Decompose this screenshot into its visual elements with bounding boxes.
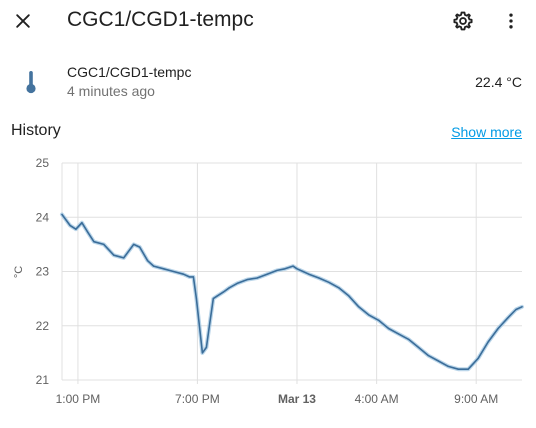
data-point	[477, 357, 479, 359]
x-tick-label: 7:00 PM	[175, 392, 220, 406]
y-tick-label: 24	[36, 210, 50, 224]
data-point	[103, 243, 105, 245]
data-point	[378, 319, 380, 321]
data-point	[163, 268, 165, 270]
data-point	[153, 265, 155, 267]
data-point	[188, 276, 190, 278]
data-point	[208, 325, 210, 327]
y-tick-label: 23	[36, 265, 50, 279]
dialog-title: CGC1/CGD1-tempc	[67, 8, 254, 31]
data-point	[417, 346, 420, 348]
history-title: History	[11, 122, 61, 139]
data-point	[236, 282, 238, 284]
data-point	[69, 224, 71, 226]
chart-series	[60, 212, 524, 372]
series-line	[61, 213, 523, 370]
data-point	[87, 231, 89, 233]
data-point	[198, 325, 200, 327]
data-point	[75, 228, 77, 230]
data-point	[328, 281, 330, 283]
data-point	[192, 276, 194, 278]
data-point	[487, 341, 489, 343]
data-point	[348, 295, 350, 297]
y-tick-label: 25	[36, 156, 50, 170]
history-chart[interactable]: 21 22 23 24 25 1:00 PM 7:00 PM Mar 13 4:00 AM 9:…	[0, 150, 536, 412]
y-tick-label: 22	[36, 319, 50, 333]
data-point	[388, 327, 390, 330]
data-point	[467, 368, 469, 370]
data-point	[123, 257, 125, 259]
data-point	[133, 243, 135, 245]
data-point	[195, 298, 197, 300]
data-point	[222, 291, 224, 293]
x-tick-label: 4:00 AM	[355, 392, 399, 406]
dialog-header: CGC1/CGD1-tempc	[0, 0, 536, 44]
entity-row: CGC1/CGD1-tempc 4 minutes ago 22.4 °C	[0, 56, 536, 106]
data-point	[93, 241, 95, 243]
gear-icon	[453, 11, 473, 31]
data-point	[266, 273, 268, 275]
data-point	[296, 268, 298, 270]
y-tick-label: 21	[36, 373, 50, 387]
data-point	[256, 277, 258, 279]
data-point	[397, 333, 400, 335]
entity-name: CGC1/CGD1-tempc	[67, 64, 192, 80]
data-point	[172, 270, 175, 273]
data-point	[308, 273, 310, 275]
data-point	[81, 222, 83, 224]
data-point	[228, 287, 230, 289]
data-point	[437, 360, 439, 362]
data-point	[368, 314, 370, 316]
data-point	[427, 355, 429, 357]
more-options-button[interactable]	[496, 6, 526, 36]
x-tick-label: 9:00 AM	[454, 392, 498, 406]
x-axis-ticks: 1:00 PM 7:00 PM Mar 13 4:00 AM 9:00 AM	[56, 392, 499, 406]
y-axis-label: °C	[13, 266, 25, 278]
data-point	[205, 346, 207, 348]
data-point	[521, 306, 523, 308]
x-tick-label: Mar 13	[278, 392, 316, 406]
close-button[interactable]	[8, 6, 38, 36]
close-icon	[16, 14, 30, 28]
data-point	[457, 368, 459, 370]
data-point	[212, 298, 214, 300]
data-point	[139, 246, 141, 248]
data-point	[302, 270, 304, 273]
data-point	[318, 277, 320, 279]
entity-last-changed: 4 minutes ago	[67, 83, 155, 99]
data-point	[407, 338, 410, 340]
data-point	[284, 268, 286, 270]
data-point	[147, 260, 149, 262]
data-point	[61, 213, 63, 216]
data-point	[216, 295, 218, 297]
series-band	[60, 212, 524, 372]
data-point	[201, 352, 203, 354]
more-vertical-icon	[509, 13, 513, 29]
chart-grid	[61, 162, 522, 384]
data-point	[246, 279, 248, 281]
thermometer-icon	[26, 71, 36, 94]
data-point	[338, 287, 340, 289]
data-point	[515, 308, 517, 311]
data-point	[358, 306, 360, 308]
data-point	[507, 317, 509, 319]
data-point	[182, 273, 185, 275]
show-more-link[interactable]: Show more	[451, 124, 522, 140]
y-axis-ticks: 21 22 23 24 25	[36, 156, 50, 387]
data-point	[447, 365, 449, 367]
data-point	[113, 254, 115, 256]
data-point	[292, 265, 294, 267]
settings-button[interactable]	[448, 6, 478, 36]
x-tick-label: 1:00 PM	[56, 392, 101, 406]
data-point	[497, 327, 499, 330]
entity-state: 22.4 °C	[475, 74, 522, 90]
data-point	[276, 269, 278, 271]
